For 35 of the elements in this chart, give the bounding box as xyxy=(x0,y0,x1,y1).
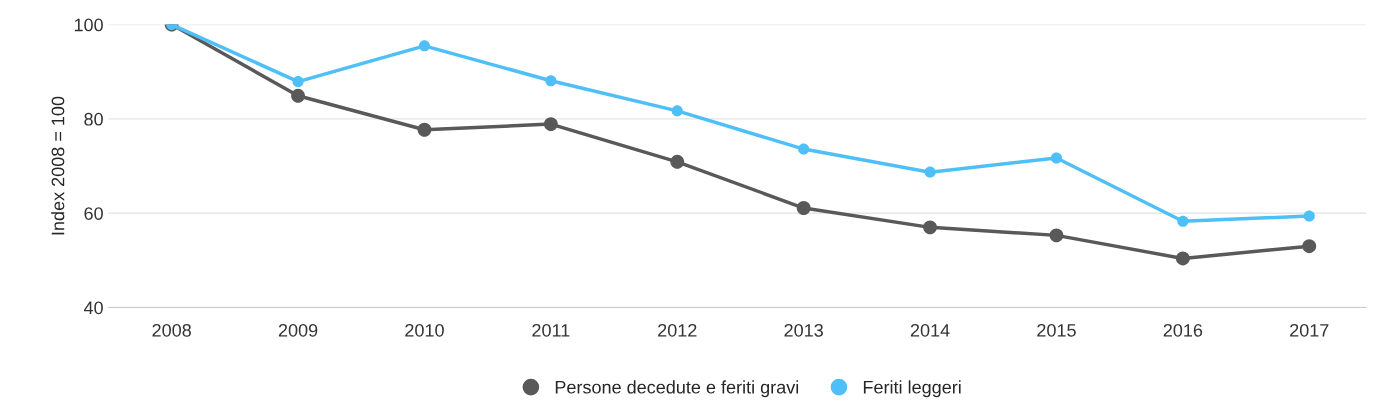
point xyxy=(798,143,810,155)
point xyxy=(796,201,811,215)
y-axis-title: Index 2008 = 100 xyxy=(51,96,65,235)
point xyxy=(543,117,558,132)
y-tick-label: 40 xyxy=(83,301,103,315)
point xyxy=(1302,239,1317,254)
point xyxy=(1049,228,1064,243)
point xyxy=(1050,152,1063,164)
point xyxy=(1175,251,1190,266)
legend-label: Feriti leggeri xyxy=(863,380,961,398)
x-tick-label: 2010 xyxy=(405,323,444,337)
point xyxy=(671,105,683,117)
y-tick-label: 100 xyxy=(74,18,103,32)
point xyxy=(1303,210,1315,222)
x-tick-label: 2017 xyxy=(1290,323,1329,337)
point xyxy=(292,76,304,88)
point xyxy=(924,166,936,178)
point xyxy=(923,220,937,235)
x-tick-label: 2013 xyxy=(784,323,823,337)
point xyxy=(417,122,432,137)
point xyxy=(670,154,685,169)
x-tick-label: 2014 xyxy=(910,323,950,337)
point xyxy=(418,40,431,52)
point xyxy=(291,88,306,103)
x-tick-label: 2016 xyxy=(1163,323,1203,337)
x-tick-label: 2009 xyxy=(278,323,318,337)
point xyxy=(545,75,557,87)
legend-label: Persone decedute e feriti gravi xyxy=(555,380,799,398)
x-tick-label: 2012 xyxy=(658,323,697,337)
y-tick-label: 60 xyxy=(84,207,103,220)
y-tick-label: 80 xyxy=(84,112,103,126)
x-tick-label: 2011 xyxy=(532,323,570,337)
x-tick-label: 2008 xyxy=(152,323,191,337)
x-tick-label: 2015 xyxy=(1037,323,1076,337)
point xyxy=(1177,215,1189,227)
